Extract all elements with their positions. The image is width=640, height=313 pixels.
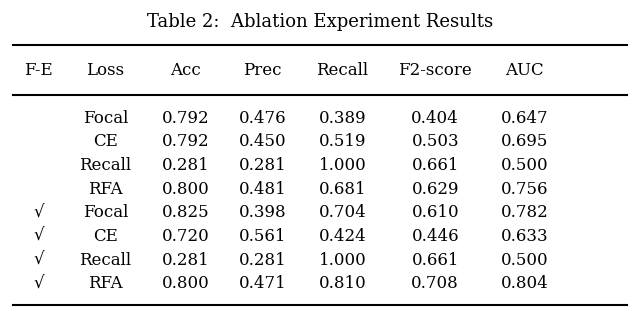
Text: Recall: Recall <box>316 62 369 79</box>
Text: 0.661: 0.661 <box>412 157 459 174</box>
Text: 0.756: 0.756 <box>501 181 548 198</box>
Text: 0.500: 0.500 <box>501 157 548 174</box>
Text: 0.446: 0.446 <box>412 228 459 245</box>
Text: Acc: Acc <box>170 62 201 79</box>
Text: 0.708: 0.708 <box>412 275 459 292</box>
Text: Recall: Recall <box>79 157 132 174</box>
Text: 0.500: 0.500 <box>501 252 548 269</box>
Text: 0.404: 0.404 <box>412 110 459 127</box>
Text: Focal: Focal <box>83 204 128 221</box>
Text: 0.629: 0.629 <box>412 181 459 198</box>
Text: 0.792: 0.792 <box>162 133 209 151</box>
Text: √: √ <box>33 252 44 269</box>
Text: Prec: Prec <box>243 62 282 79</box>
Text: Table 2:  Ablation Experiment Results: Table 2: Ablation Experiment Results <box>147 13 493 31</box>
Text: Focal: Focal <box>83 110 128 127</box>
Text: 0.810: 0.810 <box>319 275 366 292</box>
Text: 0.661: 0.661 <box>412 252 459 269</box>
Text: 0.804: 0.804 <box>501 275 548 292</box>
Text: 0.389: 0.389 <box>319 110 366 127</box>
Text: 0.519: 0.519 <box>319 133 366 151</box>
Text: 0.471: 0.471 <box>239 275 286 292</box>
Text: 0.681: 0.681 <box>319 181 366 198</box>
Text: 0.561: 0.561 <box>239 228 286 245</box>
Text: 0.800: 0.800 <box>162 275 209 292</box>
Text: √: √ <box>33 275 44 292</box>
Text: 0.476: 0.476 <box>239 110 286 127</box>
Text: 0.481: 0.481 <box>239 181 286 198</box>
Text: F-E: F-E <box>24 62 52 79</box>
Text: 0.782: 0.782 <box>501 204 548 221</box>
Text: 0.800: 0.800 <box>162 181 209 198</box>
Text: 0.704: 0.704 <box>319 204 366 221</box>
Text: 0.792: 0.792 <box>162 110 209 127</box>
Text: 0.281: 0.281 <box>239 157 286 174</box>
Text: 1.000: 1.000 <box>319 252 366 269</box>
Text: 0.695: 0.695 <box>501 133 548 151</box>
Text: √: √ <box>33 228 44 245</box>
Text: √: √ <box>33 204 44 221</box>
Text: 0.503: 0.503 <box>412 133 459 151</box>
Text: 1.000: 1.000 <box>319 157 366 174</box>
Text: RFA: RFA <box>88 275 123 292</box>
Text: Recall: Recall <box>79 252 132 269</box>
Text: 0.281: 0.281 <box>162 252 209 269</box>
Text: 0.610: 0.610 <box>412 204 459 221</box>
Text: 0.281: 0.281 <box>162 157 209 174</box>
Text: CE: CE <box>93 133 118 151</box>
Text: 0.647: 0.647 <box>501 110 548 127</box>
Text: 0.398: 0.398 <box>239 204 286 221</box>
Text: Loss: Loss <box>86 62 125 79</box>
Text: RFA: RFA <box>88 181 123 198</box>
Text: 0.633: 0.633 <box>501 228 548 245</box>
Text: CE: CE <box>93 228 118 245</box>
Text: 0.450: 0.450 <box>239 133 286 151</box>
Text: 0.825: 0.825 <box>162 204 209 221</box>
Text: F2-score: F2-score <box>398 62 472 79</box>
Text: 0.281: 0.281 <box>239 252 286 269</box>
Text: AUC: AUC <box>506 62 544 79</box>
Text: 0.424: 0.424 <box>319 228 366 245</box>
Text: 0.720: 0.720 <box>162 228 209 245</box>
